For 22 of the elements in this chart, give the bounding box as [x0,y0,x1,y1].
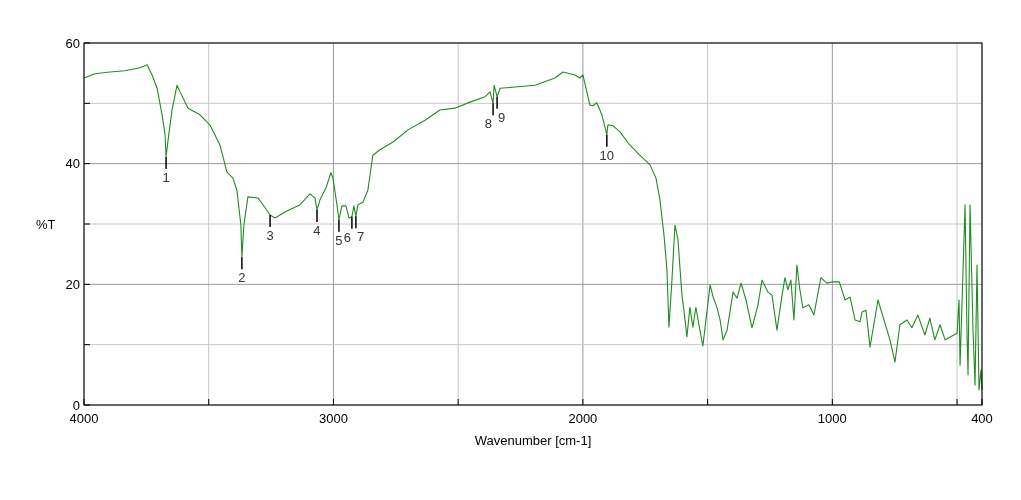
y-axis-title: %T [36,216,56,232]
x-tick-label: 3000 [318,411,348,426]
y-tick-label: 20 [65,276,80,292]
x-tick-label: 1000 [817,411,847,426]
x-axis-title: Wavenumber [cm-1] [474,433,592,448]
annotation: 9 [498,109,506,125]
annotation: 5 [335,232,343,248]
y-tick-label: 40 [65,156,80,172]
annotation: 7 [356,229,365,245]
x-tick-label: 400 [971,411,993,426]
annotation: 2 [238,270,246,286]
x-tick-label: 4000 [69,411,99,426]
line-series [83,64,983,391]
annotation: 1 [162,170,170,186]
annotation: 4 [313,223,321,239]
y-tick-label: 0 [72,397,80,413]
annotation: 3 [266,227,274,243]
y-tick-label: 60 [65,35,80,51]
annotation: 6 [343,229,351,245]
x-tick-label: 2000 [568,411,598,426]
annotation: 10 [599,147,615,163]
annotation: 8 [484,116,493,132]
